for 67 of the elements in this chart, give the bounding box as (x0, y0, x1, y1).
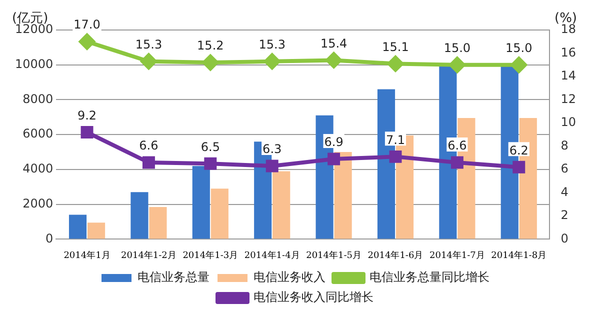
data-label: 6.5 (200, 140, 220, 154)
point (328, 152, 340, 166)
point (266, 160, 278, 172)
y-tick-label: 10000 (14, 56, 54, 71)
x-tick-label: 2014年1-6月 (368, 250, 424, 261)
data-label: 15.0 (506, 40, 532, 55)
legend-label: 电信业务收入 (254, 270, 326, 284)
x-tick-label: 2014年1-3月 (182, 250, 238, 261)
point (326, 52, 342, 68)
point (449, 56, 466, 73)
point (80, 126, 94, 139)
x-tick-label: 2014年1-2月 (121, 250, 176, 261)
point (79, 34, 96, 50)
y2-tick-label: 14 (560, 68, 576, 83)
bar (334, 152, 352, 239)
x-tick-label: 2014年1-4月 (244, 250, 300, 261)
y-tick-label: 6000 (22, 126, 54, 141)
legend-label: 电信业务总量同比增长 (370, 270, 490, 284)
y2-tick-label: 2 (560, 208, 568, 222)
x-tick-label: 2014年1-7月 (429, 250, 485, 261)
y2-tick-label: 4 (560, 184, 568, 199)
bar (68, 214, 87, 239)
bar (87, 222, 106, 239)
data-label: 15.4 (320, 36, 348, 50)
point (140, 53, 157, 70)
point (387, 56, 404, 72)
data-label: 15.1 (382, 40, 409, 54)
data-label: 6.6 (448, 138, 467, 153)
data-label: 6.2 (509, 143, 528, 158)
data-label: 9.2 (77, 108, 97, 122)
x-tick-label: 2014年1月 (64, 250, 110, 261)
data-label: 7.1 (386, 132, 406, 147)
legend-label: 电信业务收入同比增长 (254, 290, 374, 304)
bar (149, 206, 167, 239)
y2-tick-label: 6 (560, 162, 568, 176)
point (510, 56, 527, 73)
y-tick-label: 8000 (22, 92, 54, 106)
x-tick-label: 2014年1-5月 (306, 250, 362, 261)
y2-tick-label: 10 (560, 115, 576, 130)
bar (192, 166, 210, 239)
y2-tick-label: 12 (560, 92, 576, 106)
point (389, 150, 402, 163)
legend-label: 电信业务总量 (138, 270, 210, 284)
bar (130, 192, 148, 239)
y-tick-label: 4000 (22, 162, 54, 176)
data-label: 15.0 (444, 40, 471, 55)
y-tick-label: 2000 (22, 196, 54, 210)
data-label: 15.3 (135, 38, 162, 52)
y-tick-label: 0 (46, 231, 54, 246)
bar (272, 171, 290, 239)
bar (210, 188, 228, 239)
y2-tick-label: 0 (560, 231, 568, 246)
y2-tick-label: 8 (560, 138, 568, 152)
data-label: 6.3 (262, 142, 282, 156)
y2-tick-label: 16 (560, 45, 576, 60)
point (264, 53, 280, 70)
point (512, 160, 526, 174)
x-tick-label: 2014年1-8月 (491, 250, 547, 261)
point (204, 157, 217, 170)
data-label: 6.9 (324, 135, 344, 150)
data-label: 6.6 (139, 138, 158, 153)
point (142, 156, 155, 169)
data-label: 15.2 (197, 38, 224, 53)
data-label: 17.0 (74, 18, 100, 32)
point (450, 156, 464, 169)
data-label: 15.3 (258, 38, 286, 52)
point (202, 54, 218, 71)
